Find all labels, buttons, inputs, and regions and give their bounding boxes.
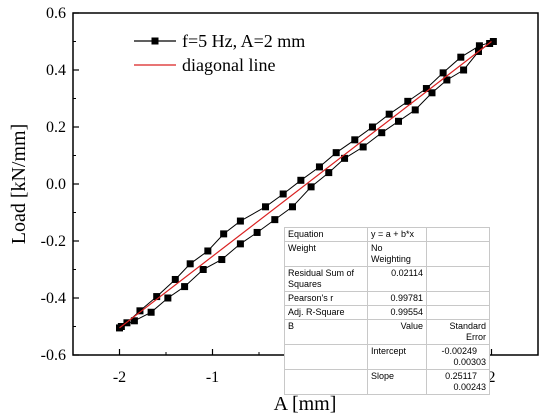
data-point bbox=[439, 69, 447, 77]
data-point bbox=[181, 283, 189, 291]
y-tick-label: -0.2 bbox=[41, 233, 66, 250]
fit-table-row: Residual Sum of Squares 0.02114 bbox=[284, 266, 490, 292]
data-point bbox=[404, 97, 412, 105]
y-tick-label: 0.4 bbox=[46, 62, 66, 79]
fit-table-row: B Value Standard Error bbox=[284, 319, 490, 345]
data-point bbox=[218, 256, 226, 264]
legend-marker bbox=[151, 37, 159, 45]
data-point bbox=[171, 275, 179, 283]
data-point bbox=[204, 247, 212, 255]
data-point bbox=[378, 129, 386, 137]
y-axis-title: Load [kN/mm] bbox=[8, 124, 30, 245]
data-point bbox=[147, 308, 155, 316]
data-point bbox=[489, 38, 497, 45]
data-point bbox=[457, 53, 465, 61]
fit-table-row: Weight No Weighting bbox=[284, 241, 490, 267]
data-point bbox=[341, 154, 349, 162]
fit-stat-label: Pearson's r bbox=[284, 291, 368, 306]
data-point bbox=[332, 149, 340, 157]
data-point bbox=[411, 106, 419, 114]
fit-stat-extra bbox=[426, 266, 490, 292]
fit-stat-value: 0.99781 bbox=[367, 291, 427, 306]
data-point bbox=[475, 42, 483, 50]
legend: f=5 Hz, A=2 mm diagonal line bbox=[134, 31, 305, 75]
y-axis: -0.6 -0.4 -0.2 0.0 0.2 0.4 0.6 bbox=[41, 5, 79, 364]
data-point bbox=[136, 307, 144, 315]
fit-param-spacer bbox=[284, 344, 368, 370]
data-point bbox=[262, 203, 270, 211]
fit-param-values: 0.25117 0.00243 bbox=[426, 369, 490, 395]
fit-stat-extra bbox=[426, 227, 490, 242]
series-line bbox=[119, 41, 492, 329]
data-point bbox=[368, 123, 376, 131]
data-point bbox=[422, 85, 430, 93]
data-point bbox=[153, 293, 161, 301]
fit-param-values: -0.00249 0.00303 bbox=[426, 344, 490, 370]
x-tick-label: -1 bbox=[206, 369, 219, 386]
fit-stat-extra bbox=[426, 305, 490, 320]
fit-statistics-table: Equation y = a + b*x Weight No Weighting Res… bbox=[284, 227, 490, 395]
x-tick-label: -2 bbox=[113, 369, 126, 386]
data-point bbox=[395, 117, 402, 125]
y-tick-label: -0.6 bbox=[41, 347, 66, 364]
fit-param-spacer bbox=[284, 369, 368, 395]
fit-param-group: B bbox=[284, 319, 368, 345]
fit-param-name: Intercept bbox=[367, 344, 427, 370]
data-point bbox=[359, 143, 367, 151]
series-layer bbox=[116, 38, 497, 332]
fit-stat-label: Weight bbox=[284, 241, 368, 267]
data-point bbox=[428, 89, 436, 97]
data-point bbox=[315, 163, 323, 171]
data-point bbox=[130, 317, 138, 325]
data-point bbox=[307, 183, 315, 191]
fit-table-row: Slope 0.25117 0.00243 bbox=[284, 369, 490, 395]
y-tick-label: 0.0 bbox=[46, 176, 66, 193]
fit-stat-extra bbox=[426, 241, 490, 267]
data-point bbox=[199, 266, 207, 273]
y-tick-label: 0.6 bbox=[46, 5, 66, 22]
data-point bbox=[253, 228, 261, 236]
data-point bbox=[236, 240, 244, 248]
data-point bbox=[297, 176, 305, 184]
fit-stat-extra bbox=[426, 291, 490, 306]
fit-stat-value: 0.99554 bbox=[367, 305, 427, 320]
data-point bbox=[186, 260, 194, 268]
fit-param-name: Slope bbox=[367, 369, 427, 395]
fit-table-row: Adj. R-Square 0.99554 bbox=[284, 305, 490, 320]
fit-stat-value: 0.02114 bbox=[367, 266, 427, 292]
fit-param-header: Standard Error bbox=[426, 319, 490, 345]
data-point bbox=[443, 76, 451, 84]
data-point bbox=[271, 216, 279, 224]
data-point bbox=[325, 169, 333, 177]
fit-table-row: Pearson's r 0.99781 bbox=[284, 291, 490, 306]
y-tick-label: 0.2 bbox=[46, 119, 66, 136]
x-axis-title: A [mm] bbox=[274, 393, 337, 413]
data-point bbox=[236, 217, 244, 225]
data-point bbox=[164, 294, 172, 302]
fit-table-row: Equation y = a + b*x bbox=[284, 227, 490, 242]
data-point bbox=[460, 66, 468, 74]
fit-stat-value: y = a + b*x bbox=[367, 227, 427, 242]
data-point bbox=[220, 230, 228, 238]
legend-label: f=5 Hz, A=2 mm bbox=[182, 31, 305, 51]
fit-param-header: Value bbox=[367, 319, 427, 345]
x-tick-label: 2 bbox=[488, 369, 496, 386]
legend-label: diagonal line bbox=[182, 55, 275, 75]
data-point bbox=[385, 110, 393, 118]
fit-table-row: Intercept -0.00249 0.00303 bbox=[284, 344, 490, 370]
fit-stat-label: Equation bbox=[284, 227, 368, 242]
data-point bbox=[351, 136, 359, 144]
y-tick-label: -0.4 bbox=[41, 290, 66, 307]
fit-stat-value: No Weighting bbox=[367, 241, 427, 267]
data-point bbox=[279, 190, 287, 198]
data-point bbox=[288, 203, 296, 211]
fit-stat-label: Adj. R-Square bbox=[284, 305, 368, 320]
fit-stat-label: Residual Sum of Squares bbox=[284, 266, 368, 292]
